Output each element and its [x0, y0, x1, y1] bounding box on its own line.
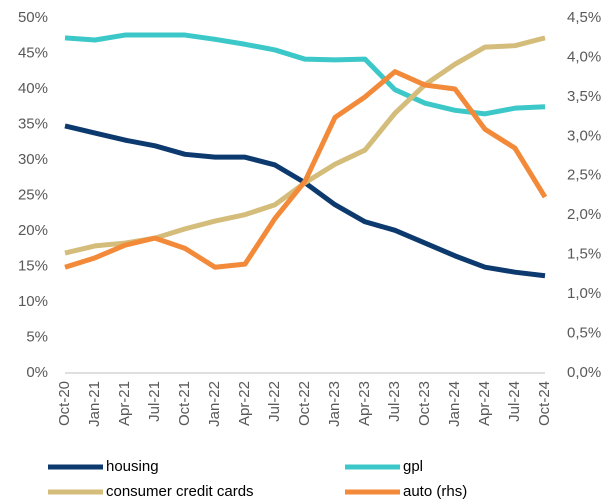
y2-tick-label: 3,5%: [567, 88, 601, 105]
y-tick-label: 20%: [18, 222, 48, 239]
y-tick-label: 5%: [26, 328, 48, 345]
x-tick-label: Jan-22: [206, 381, 223, 427]
y-tick-label: 25%: [18, 186, 48, 203]
x-tick-label: Apr-21: [116, 381, 133, 426]
x-tick-label: Oct-21: [176, 381, 193, 426]
x-tick-label: Jan-21: [86, 381, 103, 427]
series-line: [64, 123, 546, 279]
x-tick-label: Oct-22: [296, 381, 313, 426]
x-tick-label: Apr-24: [476, 381, 493, 426]
y-tick-label: 45%: [18, 44, 48, 61]
series-line: [64, 69, 548, 270]
series-line: [64, 35, 546, 256]
y2-tick-label: 4,5%: [567, 9, 601, 26]
x-tick-label: Jan-24: [446, 381, 463, 427]
x-tick-label: Oct-24: [536, 381, 553, 426]
y-tick-label: 10%: [18, 293, 48, 310]
y2-tick-label: 4,0%: [567, 48, 601, 65]
y-tick-label: 50%: [18, 9, 48, 26]
y2-tick-label: 1,5%: [567, 246, 601, 263]
y-tick-label: 30%: [18, 151, 48, 168]
y-tick-label: 35%: [18, 115, 48, 132]
x-tick-label: Oct-23: [416, 381, 433, 426]
y2-tick-label: 2,0%: [567, 206, 601, 223]
legend-label: auto (rhs): [403, 483, 467, 500]
x-tick-label: Apr-22: [236, 381, 253, 426]
x-tick-label: Jan-23: [326, 381, 343, 427]
legend-label: consumer credit cards: [106, 483, 254, 500]
y-tick-label: 0%: [26, 364, 48, 381]
legend-label: housing: [106, 458, 159, 475]
x-tick-label: Jul-22: [266, 381, 283, 422]
series-line: [64, 32, 546, 117]
y2-tick-label: 0,5%: [567, 325, 601, 342]
x-tick-label: Jul-24: [506, 381, 523, 422]
x-tick-label: Jul-23: [386, 381, 403, 422]
legend-label: gpl: [403, 458, 423, 475]
y-tick-label: 15%: [18, 257, 48, 274]
x-tick-label: Jul-21: [146, 381, 163, 422]
y-tick-label: 40%: [18, 80, 48, 97]
y2-tick-label: 3,0%: [567, 127, 601, 144]
y2-tick-label: 0,0%: [567, 364, 601, 381]
x-tick-label: Apr-23: [356, 381, 373, 426]
y2-tick-label: 1,0%: [567, 285, 601, 302]
x-tick-label: Oct-20: [56, 381, 73, 426]
y2-tick-label: 2,5%: [567, 167, 601, 184]
